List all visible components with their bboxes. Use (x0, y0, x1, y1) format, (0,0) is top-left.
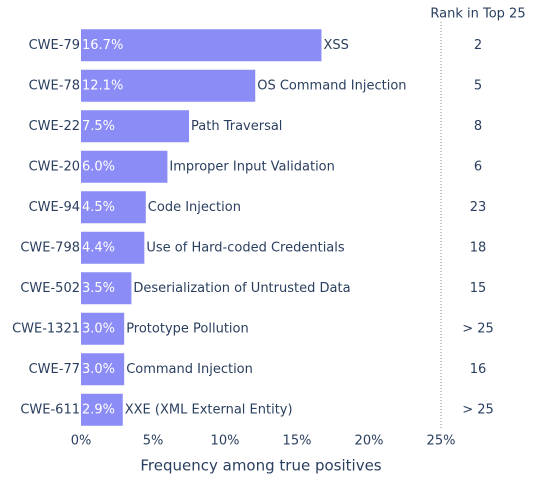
bar (81, 150, 168, 183)
y-tick-label: CWE-78 (29, 78, 80, 93)
rank-header: Rank in Top 25 (430, 7, 525, 22)
rank-label: 2 (474, 38, 482, 53)
x-tick-label: 20% (355, 434, 384, 449)
bar (81, 272, 132, 305)
y-tick-label: CWE-77 (29, 362, 80, 377)
y-tick-label: CWE-502 (20, 281, 80, 296)
rank-label: 18 (470, 240, 487, 255)
y-tick-label: CWE-20 (29, 159, 80, 174)
y-tick-label: CWE-611 (20, 402, 80, 417)
bar (81, 191, 146, 224)
y-tick-label: CWE-94 (29, 200, 80, 215)
bar-annotation: Command Injection (126, 362, 253, 377)
y-tick-label: CWE-22 (29, 119, 80, 134)
value-label: 12.1% (82, 78, 123, 93)
bar (81, 312, 125, 345)
bar (81, 29, 322, 62)
value-label: 3.0% (82, 321, 115, 336)
bar-annotation: Path Traversal (191, 119, 282, 134)
value-label: 4.4% (82, 240, 115, 255)
value-label: 16.7% (82, 38, 123, 53)
value-label: 2.9% (82, 402, 115, 417)
bar-annotation: OS Command Injection (257, 78, 406, 93)
x-tick-label: 15% (283, 434, 312, 449)
bar-annotation: Use of Hard-coded Credentials (146, 240, 345, 255)
x-axis-label: Frequency among true positives (140, 457, 381, 475)
rank-label: > 25 (462, 321, 494, 336)
bar (81, 231, 145, 264)
x-tick-label: 10% (211, 434, 240, 449)
bar (81, 393, 123, 426)
x-tick-label: 25% (427, 434, 456, 449)
rank-label: 15 (470, 281, 487, 296)
value-label: 6.0% (82, 159, 115, 174)
x-tick-label: 5% (143, 434, 164, 449)
rank-label: 5 (474, 78, 482, 93)
x-tick-label: 0% (71, 434, 92, 449)
bar-annotation: XXE (XML External Entity) (125, 402, 293, 417)
value-label: 3.5% (82, 281, 115, 296)
bar (81, 69, 256, 102)
rank-label: 16 (470, 362, 487, 377)
bar-annotation: Prototype Pollution (126, 321, 249, 336)
bar (81, 353, 125, 386)
rank-label: > 25 (462, 402, 494, 417)
bar-annotation: Code Injection (148, 200, 241, 215)
value-label: 7.5% (82, 119, 115, 134)
rank-label: 8 (474, 119, 482, 134)
value-label: 4.5% (82, 200, 115, 215)
bar-annotation: Deserialization of Untrusted Data (133, 281, 350, 296)
y-tick-label: CWE-79 (29, 38, 80, 53)
value-label: 3.0% (82, 362, 115, 377)
bar-annotation: Improper Input Validation (169, 159, 334, 174)
bar-annotation: XSS (323, 38, 348, 53)
y-tick-label: CWE-1321 (12, 321, 80, 336)
rank-label: 23 (470, 200, 487, 215)
rank-label: 6 (474, 159, 482, 174)
bar (81, 110, 189, 143)
y-tick-label: CWE-798 (20, 240, 80, 255)
